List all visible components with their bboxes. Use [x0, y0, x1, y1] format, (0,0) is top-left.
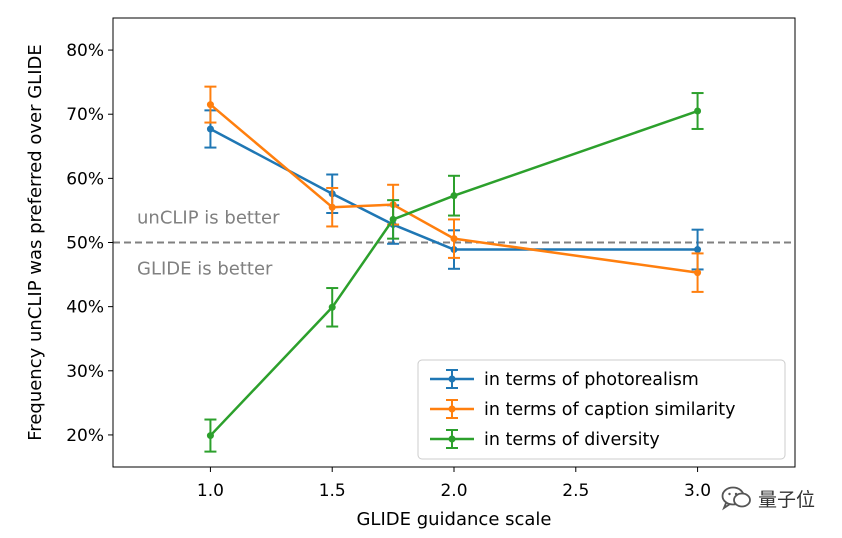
y-tick-label: 50%: [66, 234, 104, 254]
x-tick-label: 1.0: [197, 481, 224, 501]
legend: in terms of photorealism in terms of capt…: [417, 359, 786, 460]
annotation-unclip-better: unCLIP is better: [137, 208, 280, 229]
y-tick-label: 20%: [66, 426, 104, 446]
y-tick-label: 70%: [66, 105, 104, 125]
data-point: [450, 192, 458, 200]
series-3: [204, 92, 704, 453]
annotation-glide-better: GLIDE is better: [137, 259, 273, 280]
data-point: [694, 246, 702, 254]
data-point: [389, 215, 397, 223]
y-tick-label: 30%: [66, 362, 104, 382]
x-tick-label: 1.5: [319, 481, 346, 501]
legend-item: in terms of photorealism: [430, 369, 699, 390]
series-layer: [204, 85, 704, 453]
data-point: [328, 303, 336, 311]
legend-swatch-marker: [448, 405, 456, 413]
y-tick-label: 60%: [66, 169, 104, 189]
y-axis-label: Frequency unCLIP was preferred over GLID…: [25, 44, 46, 440]
data-point: [206, 432, 214, 440]
data-point: [694, 269, 702, 277]
data-point: [328, 203, 336, 211]
data-point: [450, 235, 458, 243]
legend-label: in terms of photorealism: [484, 370, 699, 390]
data-point: [206, 101, 214, 109]
x-axis-label: GLIDE guidance scale: [356, 509, 551, 530]
ticks-layer: 1.0 1.5 2.0 2.5 3.0 20% 30% 40% 50% 60% 70% 80%: [66, 41, 711, 501]
watermark: 量子位: [720, 484, 815, 512]
data-point: [694, 107, 702, 115]
wechat-icon: [721, 486, 751, 511]
y-tick-label: 80%: [66, 41, 104, 61]
x-tick-label: 2.0: [440, 481, 467, 501]
data-point: [206, 125, 214, 133]
x-tick-label: 3.0: [684, 481, 711, 501]
legend-swatch-marker: [448, 375, 456, 383]
x-tick-label: 2.5: [562, 481, 589, 501]
legend-item: in terms of caption similarity: [430, 399, 735, 420]
legend-label: in terms of caption similarity: [484, 400, 735, 420]
watermark-text: 量子位: [758, 488, 816, 511]
legend-swatch-marker: [448, 435, 456, 443]
legend-label: in terms of diversity: [484, 430, 660, 450]
legend-box: [417, 359, 786, 460]
y-tick-label: 40%: [66, 298, 104, 318]
legend-item: in terms of diversity: [430, 429, 660, 450]
